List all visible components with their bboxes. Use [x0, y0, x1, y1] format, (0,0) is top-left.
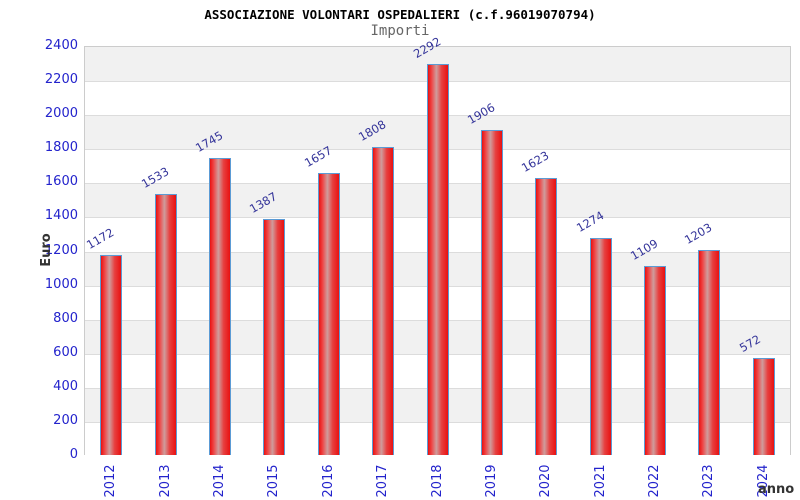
x-tick-label: 2020	[538, 464, 554, 498]
x-axis-title: anno	[758, 482, 795, 497]
bar-2012	[100, 255, 123, 455]
bar-2023	[698, 249, 721, 455]
x-tick-label: 2019	[483, 464, 499, 498]
y-tick-label: 200	[53, 412, 78, 428]
bar-2016	[317, 172, 340, 455]
chart-title: ASSOCIAZIONE VOLONTARI OSPEDALIERI (c.f.…	[204, 7, 596, 22]
x-tick-label: 2018	[429, 464, 445, 498]
x-tick-label: 2014	[211, 464, 227, 498]
bar-2022	[644, 266, 667, 455]
bar-2015	[263, 218, 286, 455]
y-tick-label: 800	[53, 310, 78, 326]
y-tick-label: 1800	[44, 140, 78, 156]
y-tick-label: 0	[69, 447, 78, 462]
bar-2018	[426, 64, 449, 455]
x-tick-label: 2015	[266, 464, 282, 498]
y-axis-title: Euro	[39, 233, 54, 267]
bar-2020	[535, 178, 558, 455]
y-tick-label: 1000	[44, 276, 78, 292]
bar-2024	[752, 357, 775, 455]
bar-2019	[480, 130, 503, 455]
x-tick-label: 2012	[103, 464, 119, 498]
bar-2017	[372, 146, 395, 455]
y-tick-label: 1600	[44, 174, 78, 190]
y-tick-label: 1400	[44, 208, 78, 224]
x-tick-label: 2022	[647, 464, 663, 498]
chart-subtitle: Importi	[370, 23, 430, 39]
y-tick-label: 2200	[44, 72, 78, 88]
y-tick-label: 400	[53, 378, 78, 394]
x-tick-label: 2021	[592, 464, 608, 498]
y-tick-label: 2000	[44, 106, 78, 122]
x-tick-label: 2016	[320, 464, 336, 498]
y-tick-label: 2400	[44, 38, 78, 53]
x-tick-label: 2023	[701, 464, 717, 498]
y-tick-label: 600	[53, 344, 78, 360]
x-tick-label: 2017	[375, 464, 391, 498]
bar-2014	[208, 157, 231, 455]
x-tick-label: 2013	[157, 464, 173, 498]
bar-2013	[154, 193, 177, 455]
bar-2021	[589, 237, 612, 455]
y-tick-label: 1200	[44, 242, 78, 258]
